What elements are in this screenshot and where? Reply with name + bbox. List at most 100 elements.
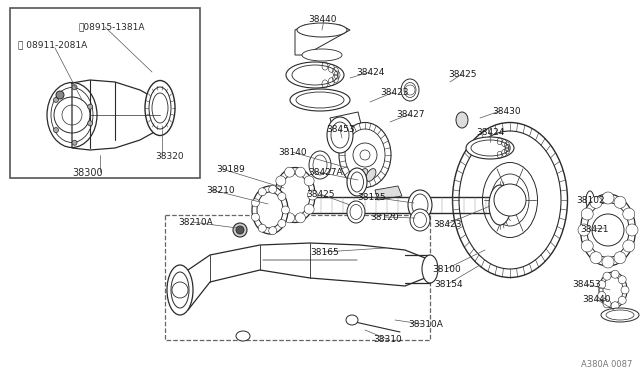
Circle shape (285, 213, 294, 223)
Ellipse shape (408, 190, 432, 220)
Text: 38154: 38154 (434, 280, 463, 289)
Bar (165, 215, 430, 340)
Bar (10, 8, 200, 178)
Circle shape (618, 296, 626, 304)
Circle shape (494, 184, 526, 216)
Text: 38210A: 38210A (178, 218, 212, 227)
Text: 38310A: 38310A (408, 320, 443, 329)
Polygon shape (375, 186, 402, 200)
Circle shape (233, 223, 247, 237)
Circle shape (307, 190, 317, 200)
Ellipse shape (167, 265, 193, 315)
Ellipse shape (171, 272, 189, 308)
Circle shape (613, 201, 623, 211)
Text: 38100: 38100 (432, 265, 461, 274)
Text: Ⓝ 08911-2081A: Ⓝ 08911-2081A (18, 40, 87, 49)
Circle shape (611, 302, 619, 310)
Circle shape (276, 204, 286, 214)
Circle shape (278, 219, 286, 228)
Circle shape (276, 176, 286, 186)
Text: 38440: 38440 (308, 15, 337, 24)
Circle shape (603, 272, 611, 280)
Ellipse shape (290, 89, 350, 111)
Circle shape (282, 206, 289, 214)
Text: A380A 0087: A380A 0087 (580, 360, 632, 369)
Text: 38120: 38120 (370, 213, 399, 222)
Text: 38424: 38424 (476, 128, 504, 137)
Ellipse shape (347, 201, 365, 223)
Ellipse shape (401, 79, 419, 101)
Ellipse shape (456, 112, 468, 128)
Ellipse shape (145, 80, 175, 135)
Circle shape (56, 91, 64, 99)
Text: 38423: 38423 (380, 88, 408, 97)
Circle shape (618, 276, 626, 284)
Circle shape (285, 167, 294, 177)
Text: 38440: 38440 (582, 295, 611, 304)
Ellipse shape (358, 169, 368, 182)
Circle shape (360, 150, 370, 160)
Circle shape (623, 208, 635, 220)
Text: 39189: 39189 (216, 165, 244, 174)
Ellipse shape (51, 87, 93, 142)
Ellipse shape (149, 87, 171, 129)
Ellipse shape (483, 163, 538, 237)
Polygon shape (330, 112, 362, 134)
Text: 38423: 38423 (433, 220, 461, 229)
Ellipse shape (302, 49, 342, 61)
Ellipse shape (296, 92, 344, 108)
Circle shape (259, 224, 266, 232)
Circle shape (611, 270, 619, 278)
Circle shape (88, 104, 93, 109)
Circle shape (621, 286, 629, 294)
Circle shape (581, 240, 593, 252)
Circle shape (581, 208, 593, 220)
Text: 38430: 38430 (492, 107, 520, 116)
Circle shape (54, 97, 58, 102)
Circle shape (623, 240, 635, 252)
Circle shape (236, 226, 244, 234)
Ellipse shape (580, 194, 636, 266)
Ellipse shape (339, 122, 391, 187)
Text: 38425: 38425 (306, 190, 335, 199)
Circle shape (602, 192, 614, 204)
Ellipse shape (286, 62, 344, 88)
Circle shape (590, 252, 602, 264)
Ellipse shape (471, 140, 509, 156)
Ellipse shape (346, 315, 358, 325)
Text: 38453: 38453 (326, 125, 355, 134)
Polygon shape (178, 243, 425, 310)
Text: 38320: 38320 (155, 152, 184, 161)
Ellipse shape (459, 131, 561, 269)
Circle shape (602, 256, 614, 268)
Text: 38424: 38424 (356, 68, 385, 77)
Text: 38165: 38165 (310, 248, 339, 257)
Ellipse shape (47, 83, 97, 148)
Text: 38425: 38425 (448, 70, 477, 79)
Circle shape (598, 280, 605, 289)
Ellipse shape (452, 122, 568, 278)
Circle shape (273, 190, 282, 200)
Text: 38310: 38310 (373, 335, 402, 344)
Ellipse shape (257, 192, 283, 228)
Ellipse shape (606, 310, 634, 320)
Ellipse shape (280, 174, 310, 216)
Ellipse shape (252, 186, 288, 234)
Circle shape (603, 300, 611, 308)
Circle shape (252, 213, 259, 221)
Ellipse shape (586, 191, 594, 209)
Ellipse shape (489, 185, 511, 225)
Text: 38210: 38210 (206, 186, 235, 195)
Circle shape (72, 85, 77, 90)
Ellipse shape (422, 255, 438, 283)
Text: 38427: 38427 (396, 110, 424, 119)
Circle shape (614, 196, 626, 208)
Text: Ⓦ08915-1381A: Ⓦ08915-1381A (78, 22, 145, 31)
Circle shape (252, 199, 259, 207)
Ellipse shape (345, 129, 385, 181)
Ellipse shape (587, 202, 629, 257)
Circle shape (88, 121, 93, 126)
Circle shape (296, 213, 305, 223)
Circle shape (614, 252, 626, 264)
Ellipse shape (292, 65, 338, 85)
